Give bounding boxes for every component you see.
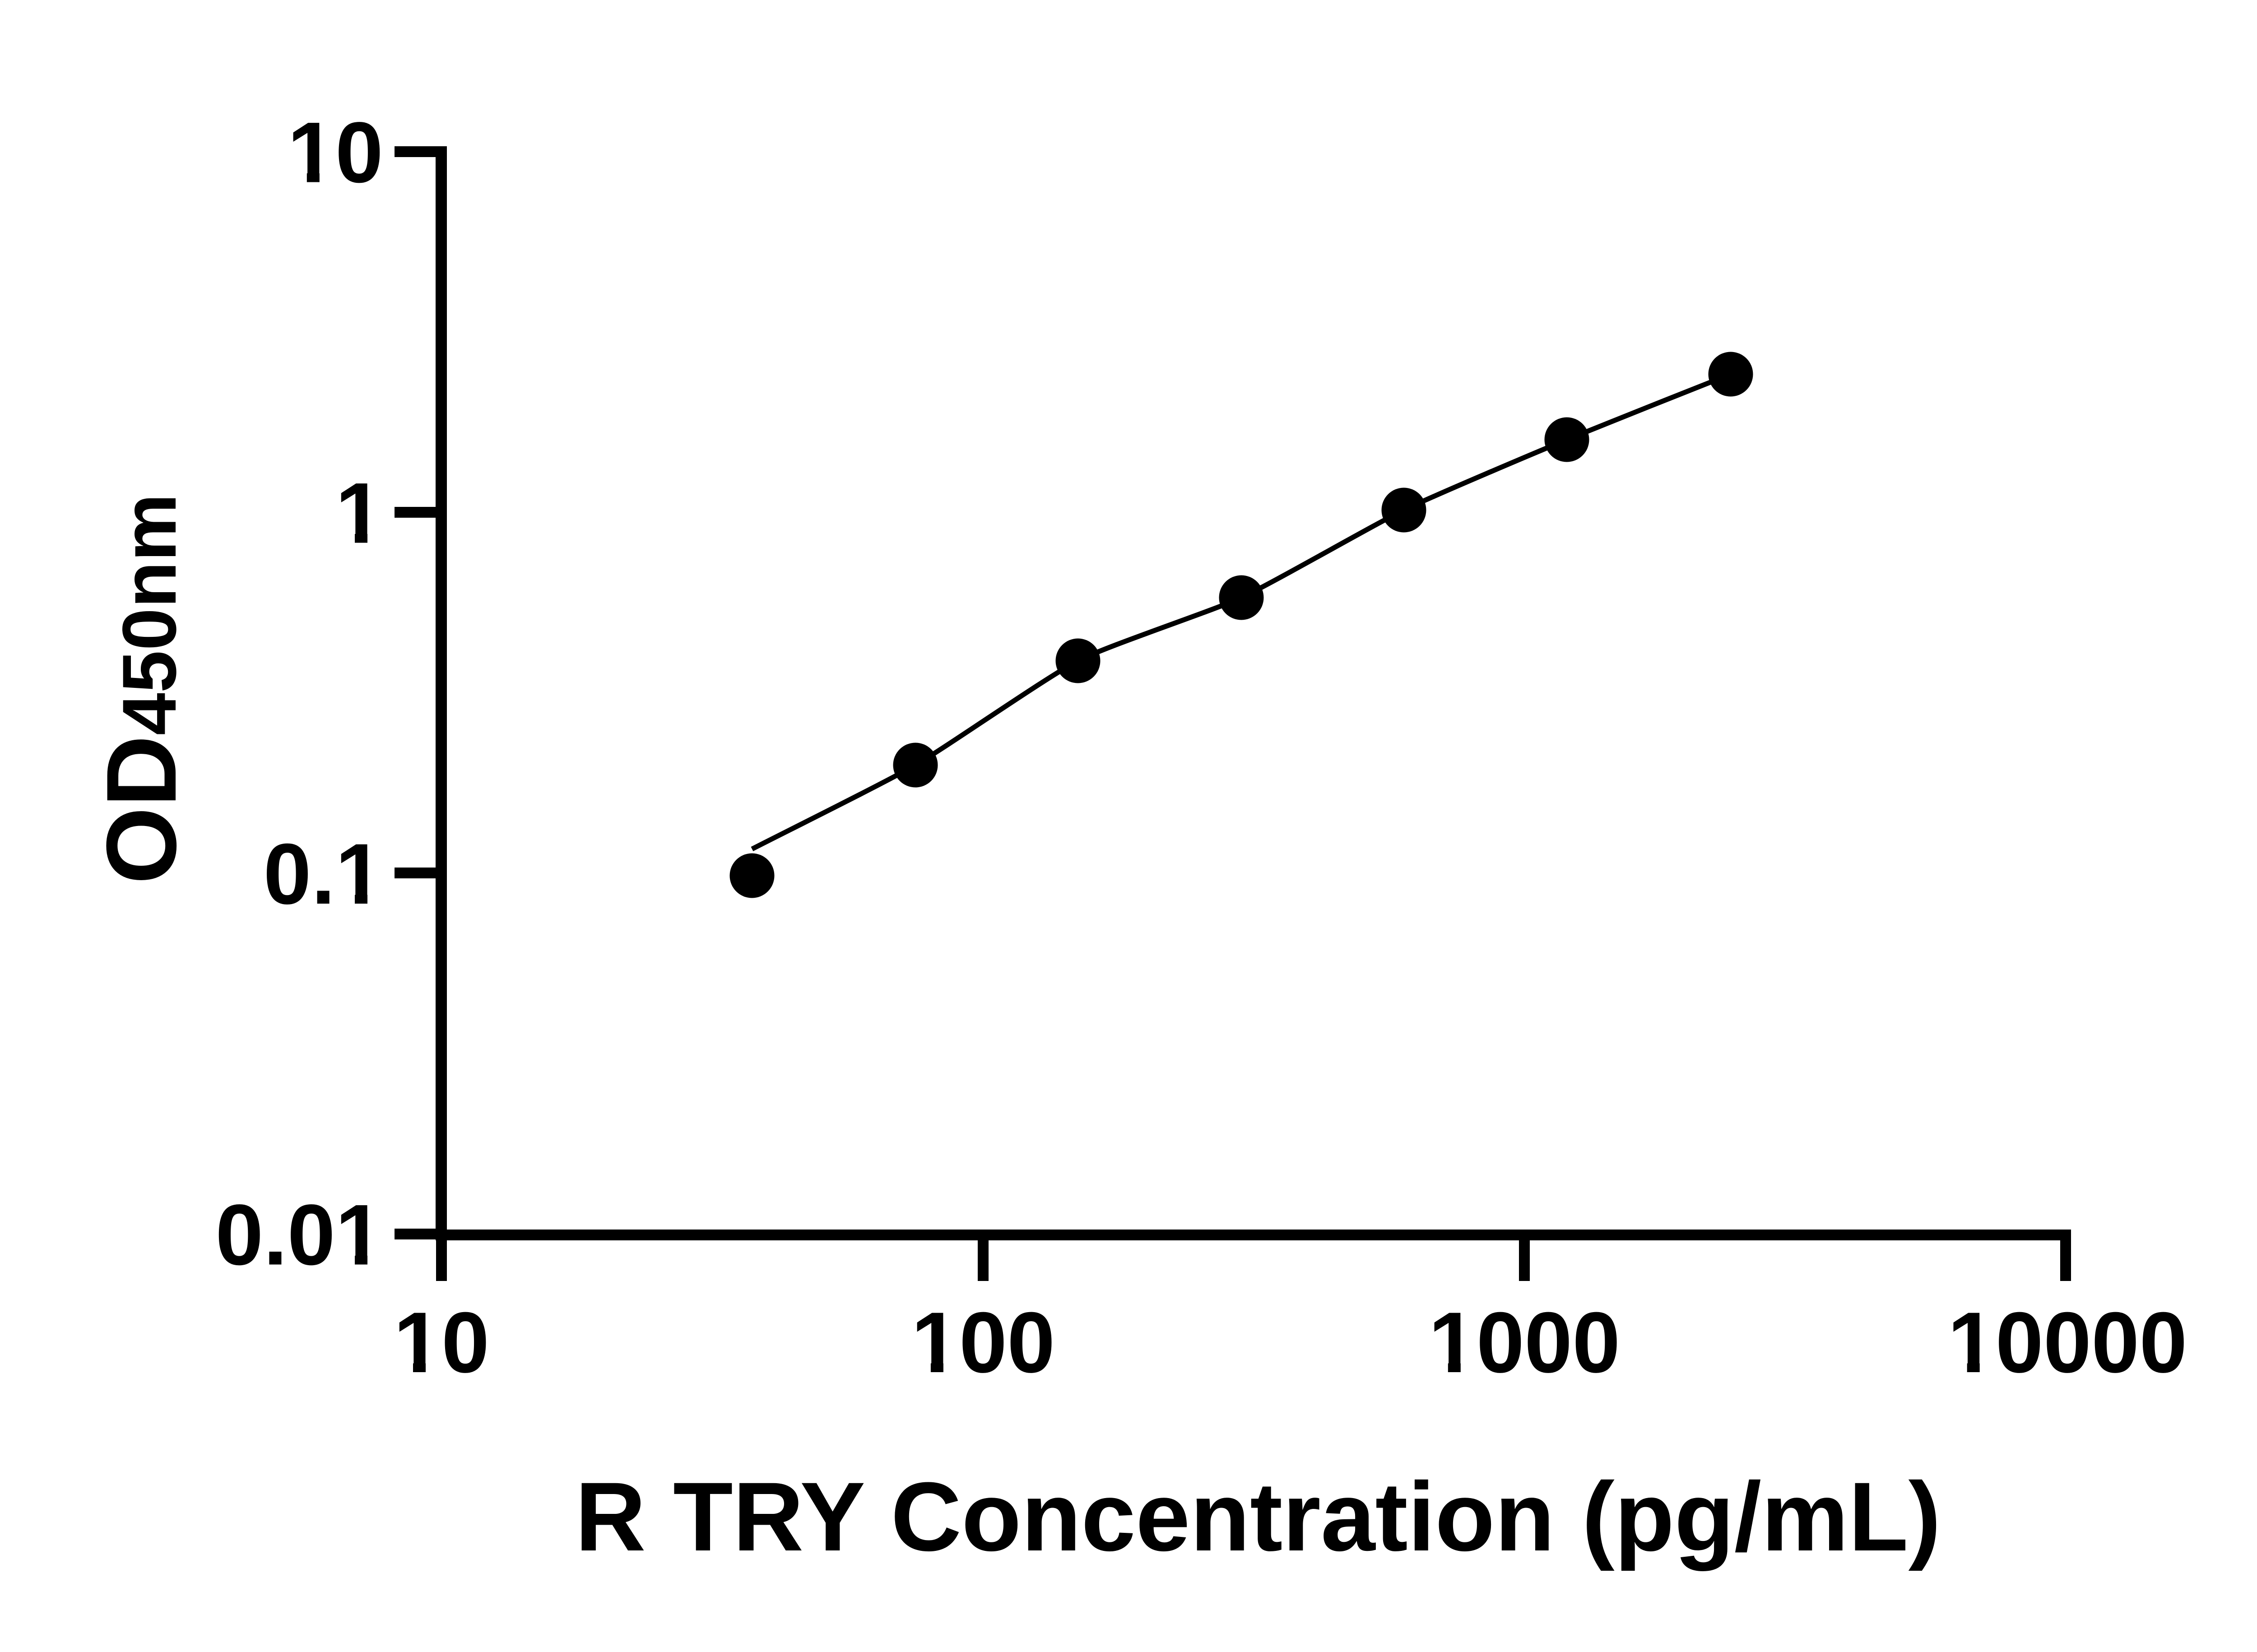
svg-text:100: 100	[911, 1295, 1055, 1391]
svg-text:0.1: 0.1	[263, 826, 383, 922]
svg-text:0.01: 0.01	[215, 1187, 383, 1283]
svg-text:10: 10	[394, 1295, 489, 1391]
svg-text:1: 1	[335, 465, 383, 561]
svg-text:10: 10	[288, 105, 383, 201]
svg-text:10000: 10000	[1947, 1295, 2187, 1391]
svg-text:1000: 1000	[1429, 1295, 1621, 1391]
svg-text:R TRY Concentration (pg/mL): R TRY Concentration (pg/mL)	[575, 1462, 1941, 1571]
